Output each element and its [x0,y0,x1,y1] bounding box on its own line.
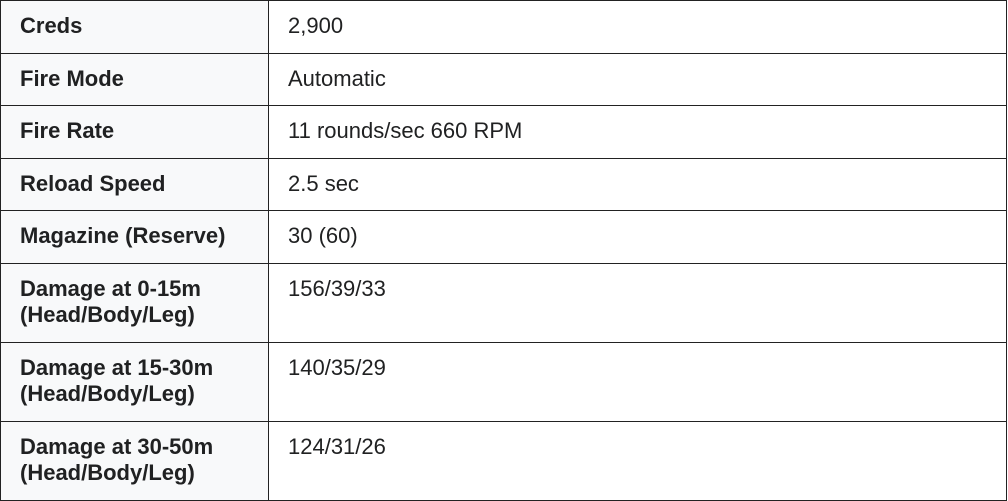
table-row: Damage at 30-50m (Head/Body/Leg) 124/31/26 [0,420,1007,501]
row-value: 2.5 sec [268,157,1007,211]
label-subtext: (Head/Body/Leg) [20,301,195,327]
label-text: Creds [20,13,83,38]
table-row: Damage at 0-15m (Head/Body/Leg) 156/39/33 [0,262,1007,343]
label-text: Fire Rate [20,118,115,143]
row-value: 2,900 [268,0,1007,54]
row-value: Automatic [268,52,1007,106]
row-value: 140/35/29 [268,341,1007,422]
row-label: Damage at 30-50m (Head/Body/Leg) [0,420,269,501]
row-value: 156/39/33 [268,262,1007,343]
table-row: Reload Speed 2.5 sec [0,157,1007,211]
table-row: Magazine (Reserve) 30 (60) [0,210,1007,264]
label-text: Fire Mode [20,65,124,91]
label-text: Reload Speed [20,170,166,196]
label-text: Magazine (Reserve) [20,223,226,248]
table-row: Fire Rate 11 rounds/sec 660 RPM [0,105,1007,159]
label-text: Damage at 15-30m [20,354,214,380]
row-value: 11 rounds/sec 660 RPM [268,105,1007,159]
table-row: Creds 2,900 [0,0,1007,54]
label-text: Damage at 30-50m [20,433,214,459]
table-row: Damage at 15-30m (Head/Body/Leg) 140/35/29 [0,341,1007,422]
row-label: Creds [0,0,269,54]
row-label: Reload Speed [0,157,269,211]
row-label: Magazine (Reserve) [0,210,269,264]
row-label: Fire Rate [0,105,269,159]
row-value: 30 (60) [268,210,1007,264]
row-label: Damage at 15-30m (Head/Body/Leg) [0,341,269,422]
label-subtext: (Head/Body/Leg) [20,380,195,406]
label-text: Damage at 0-15m [20,275,201,301]
label-subtext: (Head/Body/Leg) [20,459,195,485]
row-value: 124/31/26 [268,420,1007,501]
row-label: Fire Mode [0,52,269,106]
table-row: Fire Mode Automatic [0,52,1007,106]
row-label: Damage at 0-15m (Head/Body/Leg) [0,262,269,343]
